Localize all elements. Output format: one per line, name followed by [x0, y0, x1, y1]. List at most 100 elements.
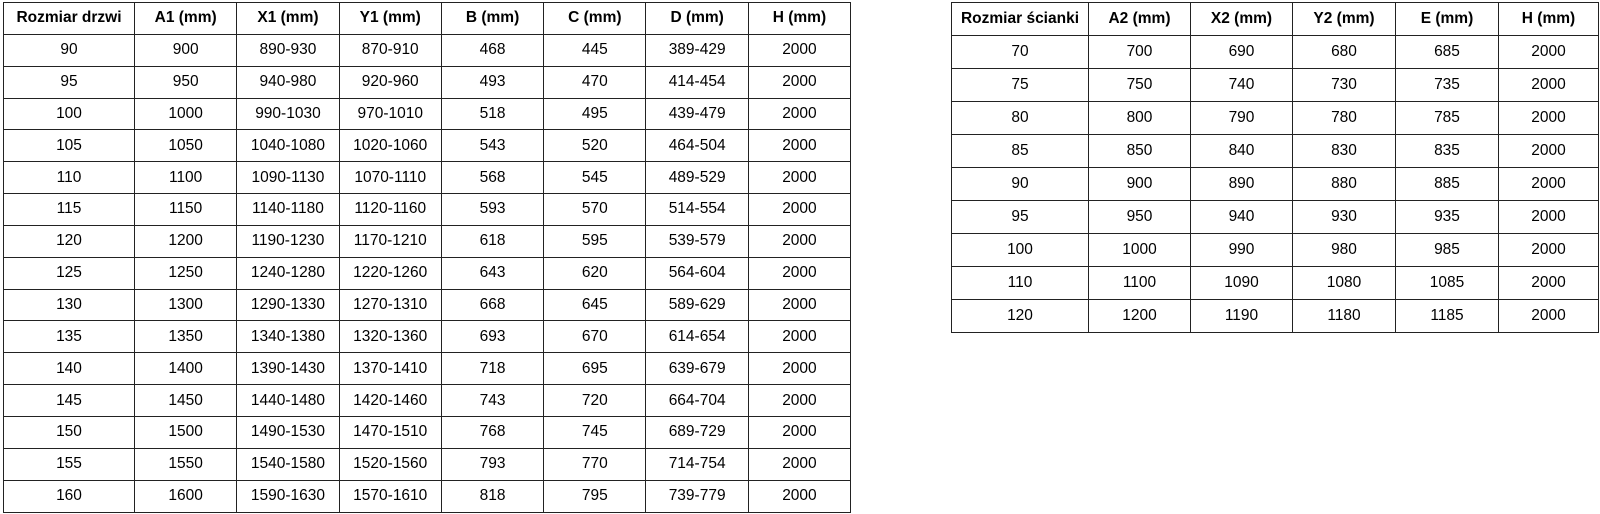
table-cell: 1540-1580 — [236, 447, 340, 481]
table-cell: 1340-1380 — [236, 320, 340, 354]
table-cell: 115 — [3, 193, 135, 226]
table-cell: 1400 — [133, 352, 238, 386]
table-cell: 1250 — [133, 256, 238, 290]
column-header: H (mm) — [747, 2, 852, 35]
table-row: 110 1100 1090 1080 1085 2000 — [951, 266, 1599, 300]
table-cell: 645 — [543, 288, 647, 322]
column-header: H (mm) — [1498, 2, 1599, 36]
table-cell: 1000 — [1088, 233, 1191, 267]
table-cell: 110 — [951, 266, 1089, 300]
table-cell: 743 — [440, 384, 545, 417]
table-row: 90 900 890-930 870-910 468 445 389-429 2000 — [3, 33, 852, 67]
table-cell: 140 — [3, 352, 135, 386]
table-cell: 1290-1330 — [236, 288, 340, 322]
table-cell: 745 — [543, 415, 647, 449]
column-header: Rozmiar drzwi — [3, 2, 135, 35]
table-cell: 545 — [543, 161, 647, 195]
table-cell: 135 — [3, 320, 135, 354]
table-cell: 1570-1610 — [338, 479, 442, 513]
table-cell: 1120-1160 — [338, 193, 442, 226]
table-row: 125 1250 1240-1280 1220-1260 643 620 564-604 20… — [3, 256, 852, 290]
table-cell: 125 — [3, 256, 135, 290]
table-cell: 695 — [543, 352, 647, 386]
table-cell: 80 — [951, 101, 1089, 135]
table-cell: 543 — [440, 129, 545, 163]
table-row: 90 900 890 880 885 2000 — [951, 167, 1599, 201]
table-cell: 1550 — [133, 447, 238, 481]
table-cell: 880 — [1292, 167, 1396, 201]
table-cell: 2000 — [747, 320, 852, 354]
table-cell: 1220-1260 — [338, 256, 442, 290]
table-row: 140 1400 1390-1430 1370-1410 718 695 639-679 20… — [3, 352, 852, 386]
table-cell: 1070-1110 — [338, 161, 442, 195]
table-cell: 900 — [133, 33, 238, 67]
table-cell: 145 — [3, 384, 135, 417]
door-size-table: Rozmiar drzwi A1 (mm) X1 (mm) Y1 (mm) B (mm)… — [3, 2, 852, 513]
table-cell: 890-930 — [236, 33, 340, 67]
table-cell: 1190-1230 — [236, 224, 340, 258]
table-cell: 750 — [1088, 68, 1191, 102]
table-cell: 1085 — [1395, 266, 1499, 300]
table-cell: 1170-1210 — [338, 224, 442, 258]
table-cell: 2000 — [747, 97, 852, 131]
table-row: 115 1150 1140-1180 1120-1160 593 570 514-554 20… — [3, 193, 852, 226]
table-cell: 1450 — [133, 384, 238, 417]
table-cell: 1350 — [133, 320, 238, 354]
table-cell: 2000 — [1498, 167, 1599, 201]
table-cell: 2000 — [1498, 200, 1599, 234]
table-cell: 493 — [440, 65, 545, 99]
table-cell: 2000 — [747, 224, 852, 258]
header-row: Rozmiar drzwi A1 (mm) X1 (mm) Y1 (mm) B (mm)… — [3, 2, 852, 35]
table-cell: 2000 — [747, 65, 852, 99]
table-cell: 120 — [3, 224, 135, 258]
table-cell: 568 — [440, 161, 545, 195]
table-cell: 840 — [1190, 134, 1293, 168]
table-row: 95 950 940 930 935 2000 — [951, 200, 1599, 234]
table-cell: 1270-1310 — [338, 288, 442, 322]
table-cell: 690 — [1190, 35, 1293, 69]
table-cell: 980 — [1292, 233, 1396, 267]
table-cell: 985 — [1395, 233, 1499, 267]
table-cell: 885 — [1395, 167, 1499, 201]
table-cell: 110 — [3, 161, 135, 195]
table-cell: 120 — [951, 299, 1089, 333]
table-cell: 90 — [3, 33, 135, 67]
table-cell: 564-604 — [645, 256, 749, 290]
column-header: E (mm) — [1395, 2, 1499, 36]
table-cell: 1370-1410 — [338, 352, 442, 386]
table-row: 155 1550 1540-1580 1520-1560 793 770 714-754 20… — [3, 447, 852, 481]
table-cell: 2000 — [1498, 35, 1599, 69]
table-cell: 740 — [1190, 68, 1293, 102]
table-cell: 890 — [1190, 167, 1293, 201]
table-cell: 1590-1630 — [236, 479, 340, 513]
table-cell: 2000 — [1498, 266, 1599, 300]
table-cell: 685 — [1395, 35, 1499, 69]
column-header: X1 (mm) — [236, 2, 340, 35]
table-cell: 1420-1460 — [338, 384, 442, 417]
table-cell: 700 — [1088, 35, 1191, 69]
table-cell: 518 — [440, 97, 545, 131]
table-cell: 2000 — [747, 161, 852, 195]
table-cell: 768 — [440, 415, 545, 449]
table-cell: 439-479 — [645, 97, 749, 131]
table-cell: 639-679 — [645, 352, 749, 386]
table-cell: 735 — [1395, 68, 1499, 102]
table-cell: 720 — [543, 384, 647, 417]
table-cell: 940 — [1190, 200, 1293, 234]
table-cell: 2000 — [747, 256, 852, 290]
table-cell: 1200 — [133, 224, 238, 258]
table-cell: 830 — [1292, 134, 1396, 168]
table-cell: 2000 — [747, 129, 852, 163]
table-cell: 618 — [440, 224, 545, 258]
table-cell: 668 — [440, 288, 545, 322]
table-cell: 95 — [3, 65, 135, 99]
table-cell: 714-754 — [645, 447, 749, 481]
column-header: A2 (mm) — [1088, 2, 1191, 36]
table-cell: 620 — [543, 256, 647, 290]
table-cell: 1180 — [1292, 299, 1396, 333]
table-cell: 1185 — [1395, 299, 1499, 333]
column-header: A1 (mm) — [133, 2, 238, 35]
table-cell: 75 — [951, 68, 1089, 102]
table-cell: 1600 — [133, 479, 238, 513]
table-row: 70 700 690 680 685 2000 — [951, 35, 1599, 69]
